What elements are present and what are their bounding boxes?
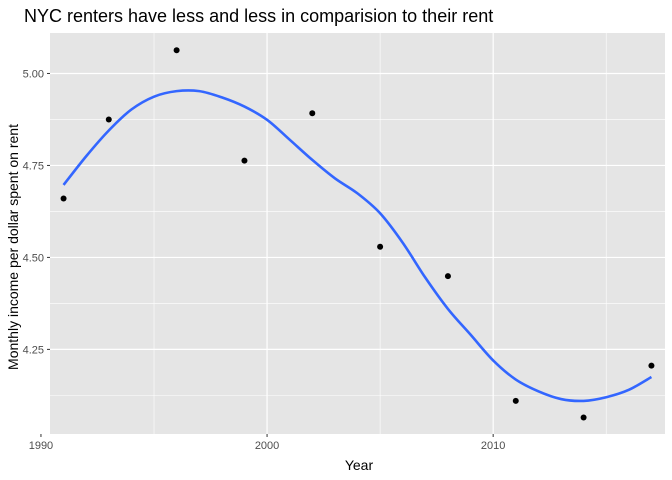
minor-gridlines xyxy=(50,33,665,434)
x-tick-label: 1990 xyxy=(29,440,53,452)
data-point xyxy=(309,110,316,117)
x-axis: 1990 2000 2010 xyxy=(29,434,505,452)
x-axis-title: Year xyxy=(345,457,374,473)
major-gridlines xyxy=(40,33,665,434)
plot-panel xyxy=(50,33,665,434)
data-point xyxy=(444,273,451,280)
x-tick-label: 2010 xyxy=(481,440,505,452)
data-point xyxy=(648,362,655,369)
data-point xyxy=(580,414,587,421)
chart-title: NYC renters have less and less in compar… xyxy=(24,6,493,26)
y-axis-title: Monthly income per dollar spent on rent xyxy=(5,124,21,370)
data-point xyxy=(173,47,180,54)
data-point xyxy=(105,116,112,123)
y-tick-label: 4.75 xyxy=(23,160,44,172)
y-tick-label: 4.25 xyxy=(23,344,44,356)
y-tick-label: 5.00 xyxy=(23,68,44,80)
y-axis: 4.25 4.50 4.75 5.00 xyxy=(23,68,50,356)
data-point xyxy=(512,397,519,404)
y-tick-label: 4.50 xyxy=(23,252,44,264)
data-point xyxy=(241,157,248,164)
smooth-trend-line xyxy=(62,89,653,403)
data-point xyxy=(60,195,67,202)
x-tick-label: 2000 xyxy=(255,440,279,452)
data-points xyxy=(60,47,655,421)
data-point xyxy=(377,243,384,250)
